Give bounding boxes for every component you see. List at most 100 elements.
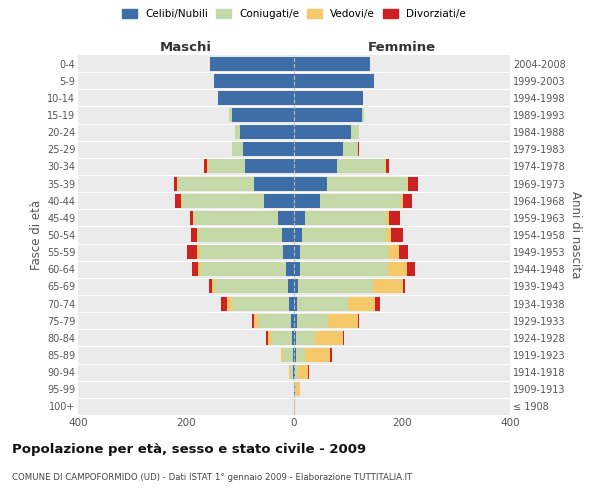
Bar bbox=[245, 160, 294, 173]
Bar bbox=[298, 365, 308, 379]
Bar bbox=[232, 108, 294, 122]
Bar bbox=[305, 211, 386, 225]
Bar bbox=[289, 365, 290, 379]
Bar bbox=[206, 160, 208, 173]
Bar bbox=[218, 91, 294, 105]
Bar bbox=[305, 348, 329, 362]
Bar bbox=[386, 160, 389, 173]
Bar bbox=[328, 314, 358, 328]
Bar bbox=[282, 228, 294, 242]
Bar bbox=[343, 142, 358, 156]
Bar bbox=[254, 176, 294, 190]
Bar bbox=[187, 245, 197, 259]
Bar bbox=[294, 400, 295, 413]
Bar bbox=[287, 280, 294, 293]
Bar bbox=[191, 228, 197, 242]
Bar bbox=[227, 296, 232, 310]
Bar bbox=[296, 348, 305, 362]
Bar bbox=[293, 348, 294, 362]
Bar bbox=[278, 211, 294, 225]
Bar bbox=[296, 331, 314, 345]
Bar bbox=[373, 280, 403, 293]
Bar bbox=[258, 314, 292, 328]
Bar bbox=[385, 160, 386, 173]
Bar bbox=[294, 331, 296, 345]
Bar bbox=[294, 262, 301, 276]
Bar bbox=[337, 160, 385, 173]
Bar bbox=[178, 176, 254, 190]
Bar bbox=[294, 382, 295, 396]
Bar bbox=[294, 245, 301, 259]
Bar bbox=[294, 125, 350, 139]
Bar bbox=[242, 142, 294, 156]
Bar bbox=[190, 211, 193, 225]
Bar bbox=[358, 314, 359, 328]
Bar bbox=[292, 314, 294, 328]
Bar bbox=[293, 365, 294, 379]
Bar bbox=[200, 262, 286, 276]
Bar bbox=[294, 280, 298, 293]
Bar bbox=[407, 176, 409, 190]
Bar bbox=[197, 228, 199, 242]
Bar bbox=[232, 142, 242, 156]
Bar bbox=[292, 331, 294, 345]
Bar bbox=[272, 331, 292, 345]
Bar bbox=[209, 280, 212, 293]
Bar bbox=[254, 314, 258, 328]
Bar bbox=[229, 108, 232, 122]
Bar bbox=[253, 314, 254, 328]
Bar bbox=[298, 280, 373, 293]
Bar bbox=[193, 211, 194, 225]
Bar bbox=[214, 74, 294, 88]
Bar bbox=[361, 108, 364, 122]
Bar bbox=[294, 348, 296, 362]
Bar bbox=[391, 228, 403, 242]
Bar bbox=[296, 382, 301, 396]
Bar bbox=[328, 176, 407, 190]
Bar bbox=[294, 91, 363, 105]
Bar bbox=[399, 245, 409, 259]
Bar bbox=[348, 296, 375, 310]
Bar bbox=[294, 142, 343, 156]
Bar bbox=[193, 262, 198, 276]
Bar bbox=[199, 228, 282, 242]
Bar bbox=[204, 160, 206, 173]
Bar bbox=[182, 194, 265, 207]
Bar bbox=[177, 176, 178, 190]
Bar bbox=[294, 160, 337, 173]
Bar bbox=[388, 245, 399, 259]
Bar bbox=[294, 211, 305, 225]
Bar bbox=[296, 296, 348, 310]
Bar bbox=[286, 262, 294, 276]
Bar bbox=[320, 194, 401, 207]
Bar bbox=[174, 176, 177, 190]
Bar bbox=[294, 56, 370, 70]
Bar bbox=[295, 365, 298, 379]
Bar bbox=[215, 280, 287, 293]
Bar bbox=[389, 211, 400, 225]
Bar bbox=[386, 228, 391, 242]
Bar bbox=[208, 160, 245, 173]
Bar bbox=[294, 314, 296, 328]
Bar bbox=[294, 365, 295, 379]
Bar bbox=[294, 108, 361, 122]
Bar bbox=[289, 296, 294, 310]
Bar bbox=[409, 176, 418, 190]
Bar bbox=[194, 211, 278, 225]
Bar bbox=[235, 125, 240, 139]
Bar bbox=[294, 176, 328, 190]
Text: COMUNE DI CAMPOFORMIDO (UD) - Dati ISTAT 1° gennaio 2009 - Elaborazione TUTTITAL: COMUNE DI CAMPOFORMIDO (UD) - Dati ISTAT… bbox=[12, 472, 412, 482]
Bar bbox=[283, 245, 294, 259]
Text: Femmine: Femmine bbox=[368, 41, 436, 54]
Text: Popolazione per età, sesso e stato civile - 2009: Popolazione per età, sesso e stato civil… bbox=[12, 442, 366, 456]
Bar bbox=[211, 56, 294, 70]
Bar bbox=[232, 296, 289, 310]
Bar bbox=[401, 194, 403, 207]
Bar bbox=[350, 125, 359, 139]
Bar bbox=[281, 348, 283, 362]
Bar bbox=[212, 280, 215, 293]
Y-axis label: Anni di nascita: Anni di nascita bbox=[569, 192, 582, 278]
Bar bbox=[295, 382, 296, 396]
Bar bbox=[375, 296, 380, 310]
Bar bbox=[266, 331, 268, 345]
